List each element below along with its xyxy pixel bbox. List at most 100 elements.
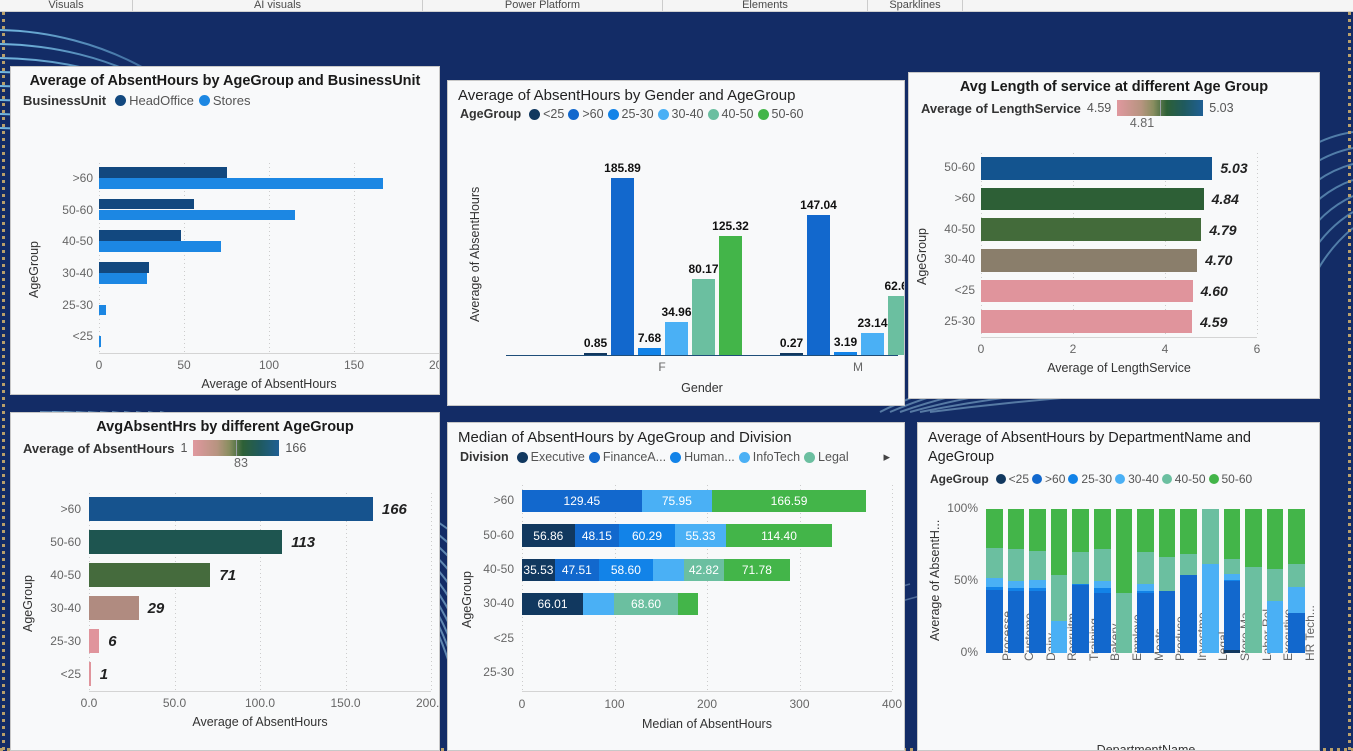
visual-absent-hours-by-department-agegroup[interactable]: Average of AbsentHours by DepartmentName… [917,422,1320,751]
bar-stores->60[interactable] [99,177,383,189]
bar-stores-25-30[interactable] [99,304,106,316]
segment-Other-50-60[interactable] [726,524,832,547]
segment-50-60-Training[interactable] [1072,509,1089,553]
legend-item-lt25[interactable]: <25 [995,472,1029,486]
bar-headoffice-30-40[interactable] [99,262,150,273]
segment-25-30-Custome...[interactable] [1007,588,1025,592]
segment-50-60-HR Tech...[interactable] [1288,509,1305,564]
segment-InfoTech-50-60[interactable] [674,524,727,547]
segment-25-30-Bakery[interactable] [1094,588,1111,593]
visual-1-legend[interactable]: BusinessUnit HeadOffice Stores [11,92,439,110]
segment-InfoTech->60[interactable] [641,490,712,513]
legend-item-50-60[interactable]: 50-60 [757,107,803,121]
legend-item-30-40[interactable]: 30-40 [657,107,704,121]
legend-next-page-icon[interactable]: ▸ [883,449,890,464]
column-30-40-M[interactable] [861,333,884,355]
segment-Executive-30-40[interactable] [522,593,584,616]
segment-40-50-HR Tech...[interactable] [1288,563,1305,587]
column-40-50-F[interactable] [692,278,715,355]
bar-stores-50-60[interactable] [99,209,295,221]
visual-avg-absent-hrs-by-agegroup[interactable]: AvgAbsentHrs by different AgeGroup Avera… [10,412,440,751]
bar-25-30[interactable] [981,310,1193,333]
segment-25-30-Meats[interactable] [1137,591,1154,593]
segment-50-60-Bakery[interactable] [1094,509,1111,550]
visual-median-absent-hours-by-agegroup-division[interactable]: Median of AbsentHours by AgeGroup and Di… [447,422,905,751]
segment-Other->60[interactable] [711,490,867,513]
legend-item-gt60[interactable]: >60 [568,107,604,121]
bar->60[interactable] [981,187,1204,211]
segment->60-Investme...[interactable] [1180,575,1197,653]
legend-item-40-50[interactable]: 40-50 [1161,472,1206,486]
segment-50-60-Dairy[interactable] [1029,509,1046,551]
segment-Legal-30-40[interactable] [614,593,678,616]
segment-Human...-50-60[interactable] [619,524,675,547]
segment-40-50-Investme...[interactable] [1180,553,1197,576]
legend-item-executive[interactable]: Executive [516,450,585,464]
segment-50-60-Custome...[interactable] [1007,509,1025,550]
bar-stores-<25[interactable] [99,336,101,347]
bar-40-50[interactable] [89,563,211,587]
legend-item-gt60[interactable]: >60 [1032,472,1065,486]
bar-25-30[interactable] [89,629,100,653]
segment-40-50-Labor Rel...[interactable] [1245,566,1262,653]
segment-FinanceA...->60[interactable] [522,490,642,513]
bar-stores-30-40[interactable] [99,272,148,284]
bar-stores-40-50[interactable] [99,241,221,252]
segment->60-Store Ma...[interactable] [1223,581,1241,651]
legend-item-50-60[interactable]: 50-60 [1208,472,1252,486]
column-50-60-F[interactable] [719,235,742,355]
column-<25-M[interactable] [780,353,803,355]
segment-50-60-Recruitm...[interactable] [1050,509,1068,576]
segment-40-50-Training[interactable] [1072,552,1089,584]
segment-Executive-40-50[interactable] [522,558,555,581]
segment-25-30-Training[interactable] [1072,583,1089,586]
bar-headoffice-40-50[interactable] [99,230,182,242]
segment-40-50-Bakery[interactable] [1094,549,1111,581]
visual-avg-length-service-by-agegroup[interactable]: Avg Length of service at different Age G… [908,72,1320,399]
visual-absent-hours-by-agegroup-businessunit[interactable]: Average of AbsentHours by AgeGroup and B… [10,66,440,395]
bar-50-60[interactable] [981,157,1213,180]
segment->60-Processe...[interactable] [986,589,1003,653]
legend-item-30-40[interactable]: 30-40 [1115,472,1159,486]
legend-item-40-50[interactable]: 40-50 [707,107,754,121]
bar-headoffice->60[interactable] [99,167,227,178]
legend-item-lt25[interactable]: <25 [529,107,564,121]
segment-Other-40-50[interactable] [723,558,791,581]
legend-item-infotech[interactable]: InfoTech [738,450,800,464]
segment-InfoTech-40-50[interactable] [653,558,685,581]
segment-Human...-40-50[interactable] [598,558,653,581]
segment-40-50-Custome...[interactable] [1007,549,1025,581]
segment-40-50-Legal[interactable] [1202,509,1219,564]
segment-40-50-Produce[interactable] [1158,556,1176,592]
legend-item-finance[interactable]: FinanceA... [588,450,666,464]
ribbon-tab-sparklines[interactable]: Sparklines [868,0,963,11]
bar->60[interactable] [89,497,373,521]
segment-50-60-Executive[interactable] [1266,509,1284,570]
segment-40-50-Store Ma...[interactable] [1223,559,1241,574]
ribbon-tab-power-platform[interactable]: Power Platform [423,0,663,11]
segment-30-40-Dairy[interactable] [1029,579,1046,589]
segment->60-Custome...[interactable] [1007,591,1025,653]
segment-50-60-Labor Rel...[interactable] [1245,509,1262,567]
bar-50-60[interactable] [89,530,283,554]
segment-25-30-Processe...[interactable] [986,586,1003,590]
visual-6-legend[interactable]: AgeGroup <25 >60 25-30 30-40 40-50 50-60 [918,469,1319,488]
segment-30-40-HR Tech...[interactable] [1288,586,1305,613]
segment-30-40-Recruitm...[interactable] [1050,621,1068,653]
segment->60-Dairy[interactable] [1029,591,1046,653]
segment-40-50-Meats[interactable] [1137,552,1154,584]
segment-50-60-Meats[interactable] [1137,509,1154,553]
segment-25-30-Dairy[interactable] [1029,588,1046,592]
legend-item-legal[interactable]: Legal [804,450,849,464]
bar-<25[interactable] [981,279,1193,303]
column-30-40-F[interactable] [665,321,688,355]
segment-InfoTech-30-40[interactable] [583,593,615,616]
segment->60-Produce[interactable] [1158,591,1176,653]
visual-absent-hours-by-gender-agegroup[interactable]: Average of AbsentHours by Gender and Age… [447,80,905,406]
visual-5-legend[interactable]: Division Executive FinanceA... Human... … [448,448,904,467]
segment-40-50-Processe...[interactable] [986,547,1003,579]
segment-Executive-50-60[interactable] [522,524,575,547]
ribbon-tab-elements[interactable]: Elements [663,0,868,11]
segment-FinanceA...-50-60[interactable] [574,524,620,547]
segment-30-40-Bakery[interactable] [1094,581,1111,589]
